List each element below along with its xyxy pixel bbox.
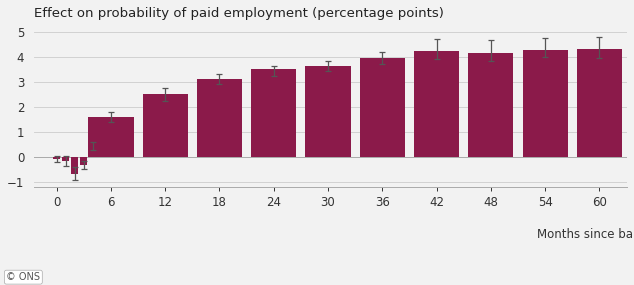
Bar (251, 69, 296, 157)
Bar (197, 80, 242, 157)
Bar (359, 58, 405, 157)
Text: Effect on probability of paid employment (percentage points): Effect on probability of paid employment… (34, 7, 444, 20)
Bar (53, 157, 60, 159)
Text: © ONS: © ONS (6, 272, 41, 282)
Bar (80, 157, 87, 165)
Bar (306, 66, 351, 157)
X-axis label: Months since bariatric surgery: Months since bariatric surgery (536, 228, 634, 241)
Bar (88, 117, 134, 157)
Bar (469, 53, 514, 157)
Bar (414, 51, 459, 157)
Bar (71, 157, 79, 174)
Bar (577, 49, 622, 157)
Bar (522, 50, 568, 157)
Bar (143, 94, 188, 157)
Bar (62, 157, 69, 161)
Bar (89, 146, 96, 157)
